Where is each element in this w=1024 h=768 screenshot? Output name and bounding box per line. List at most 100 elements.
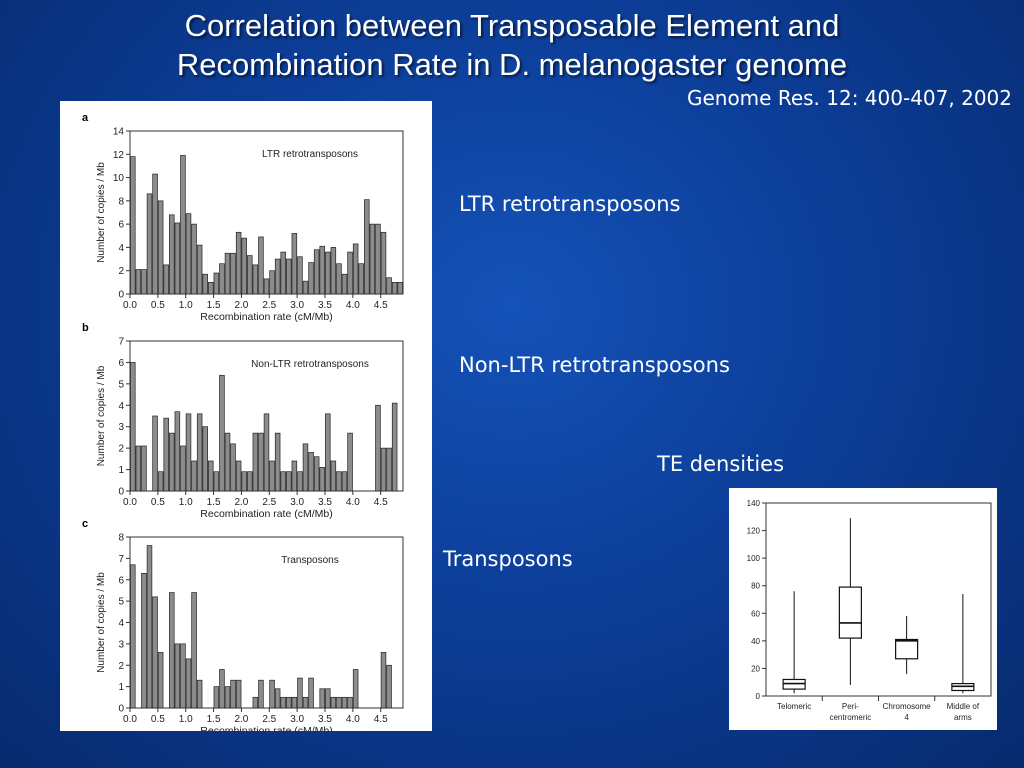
histogram-panel-a: a 0 2 4 6 8 10 12 14 0.0 0.5 1.0 1.5 2.0 2.5 3.0 3.5 4.0 4… (82, 112, 404, 323)
y-tick-label: 140 (747, 499, 761, 508)
bar (380, 447, 387, 492)
bar (174, 411, 181, 492)
bar (341, 273, 348, 295)
y-tick-label: 100 (747, 554, 761, 563)
bar (163, 417, 169, 492)
bar (202, 426, 208, 492)
y-tick-label: 2 (118, 661, 124, 672)
bar (269, 270, 275, 295)
bar (213, 272, 220, 295)
bar (213, 686, 220, 709)
y-tick-label: 5 (118, 597, 124, 608)
bar (274, 432, 281, 492)
bar (269, 679, 275, 709)
bar (247, 255, 253, 295)
category-label: arms (954, 713, 972, 722)
x-tick-label: 4.5 (374, 714, 388, 725)
y-tick-label: 2 (118, 444, 124, 455)
bar (252, 696, 259, 709)
bar (196, 244, 203, 295)
bar (174, 222, 181, 295)
x-tick-label: 4.0 (346, 714, 360, 725)
bar (325, 251, 331, 295)
x-tick-label: 0.5 (151, 300, 165, 311)
label-te-densities: TE densities (657, 452, 785, 476)
bar (135, 445, 142, 492)
y-tick-label: 5 (118, 379, 124, 390)
label-nonltr: Non-LTR retrotransposons (459, 353, 730, 377)
box-category: Peri-centromeric (829, 518, 879, 722)
chart-title: Transposons (281, 555, 338, 566)
slide-title: Correlation between Transposable Element… (0, 6, 1024, 84)
category-label: Telomeric (777, 702, 811, 711)
bar (174, 643, 181, 709)
bar (391, 402, 398, 492)
bar (219, 374, 225, 492)
chart-title: LTR retrotransposons (262, 149, 358, 160)
bar (302, 443, 309, 492)
bar (152, 415, 158, 492)
y-tick-label: 1 (118, 465, 124, 476)
x-tick-label: 3.5 (318, 300, 332, 311)
panel-letter: a (82, 112, 89, 124)
label-ltr: LTR retrotransposons (459, 192, 681, 216)
category-label: Middle of (947, 702, 980, 711)
iqr-box (838, 586, 862, 639)
bar (219, 263, 225, 295)
x-tick-label: 0.5 (151, 497, 165, 508)
bar (286, 696, 292, 709)
bar (297, 677, 303, 709)
box-category: Chromosome 4 (883, 616, 936, 722)
x-tick-label: 3.5 (318, 497, 332, 508)
bar (319, 245, 325, 295)
bar (130, 156, 136, 295)
bar (135, 269, 142, 295)
box-category: Middle of arms (947, 593, 980, 722)
bar (241, 471, 247, 492)
x-tick-label: 4.5 (374, 300, 388, 311)
y-tick-label: 1 (118, 682, 124, 693)
bar (336, 696, 342, 709)
bar (146, 545, 153, 709)
label-transposons: Transposons (443, 547, 573, 571)
x-tick-label: 3.0 (290, 497, 304, 508)
bar (375, 223, 381, 295)
bar (269, 460, 275, 492)
bar (308, 677, 314, 709)
x-tick-label: 2.5 (262, 714, 276, 725)
y-tick-label: 7 (118, 337, 124, 348)
boxplot-panel: 0 20 40 60 80 100 120 140 Telomeric Peri-centrome… (747, 499, 992, 722)
x-tick-label: 2.0 (234, 714, 248, 725)
y-tick-label: 4 (118, 243, 124, 254)
histogram-panel-b: b 0 1 2 3 4 5 6 7 0.0 0.5 1.0 1.5 2.0 2.5 3.0 3.5 4.0 4.5 R… (82, 322, 404, 520)
x-axis-label: Recombination rate (cM/Mb) (200, 725, 332, 731)
x-tick-label: 3.0 (290, 714, 304, 725)
bar (141, 572, 147, 709)
bar (157, 652, 164, 709)
bar (341, 696, 348, 709)
bar (196, 413, 203, 492)
x-tick-label: 1.5 (207, 714, 221, 725)
bar (347, 432, 353, 492)
bar (386, 447, 392, 492)
bar (319, 688, 325, 709)
bar (325, 688, 331, 709)
x-tick-label: 2.5 (262, 300, 276, 311)
bar (375, 404, 381, 492)
bar (163, 264, 169, 295)
bar (313, 249, 320, 295)
bar (291, 233, 298, 295)
y-tick-label: 40 (751, 637, 760, 646)
bar (286, 258, 292, 295)
bar (297, 256, 303, 295)
panel-letter: b (82, 322, 89, 334)
bar (397, 282, 403, 295)
y-tick-label: 8 (118, 196, 124, 207)
y-tick-label: 80 (751, 582, 760, 591)
bar (185, 658, 192, 709)
bar (336, 471, 342, 492)
category-label: Peri- (842, 702, 859, 711)
bar (224, 432, 231, 492)
y-tick-label: 60 (751, 609, 760, 618)
boxplot-svg: 0 20 40 60 80 100 120 140 Telomeric Peri-centrome… (747, 499, 992, 722)
